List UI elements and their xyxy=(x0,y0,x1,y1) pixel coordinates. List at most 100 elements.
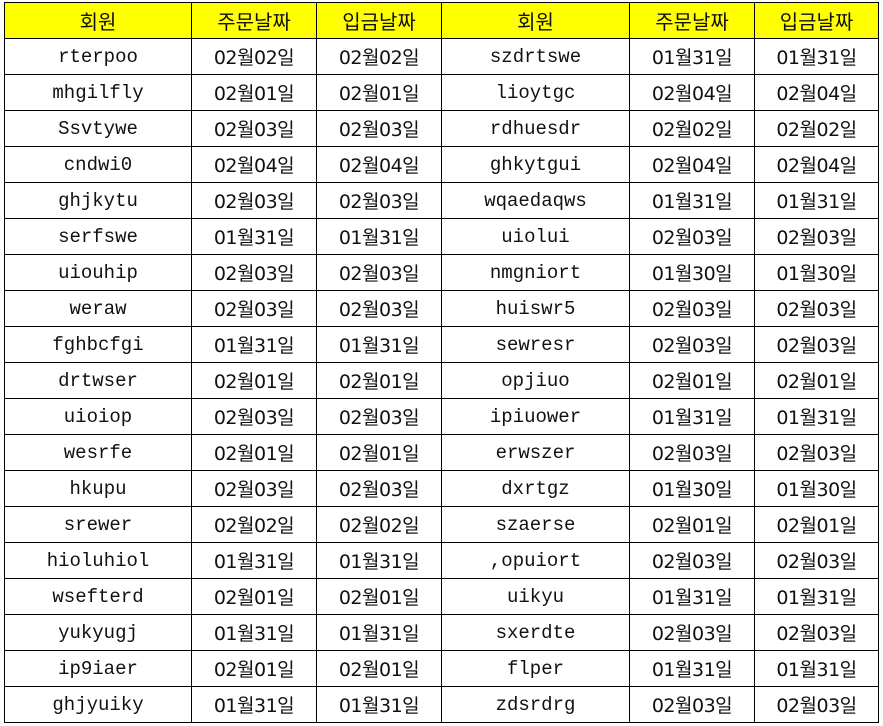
cell-payment-date[interactable]: 01월31일 xyxy=(754,398,879,435)
cell-order-date[interactable]: 01월30일 xyxy=(629,254,755,291)
cell-order-date[interactable]: 01월31일 xyxy=(629,650,755,687)
cell-order-date[interactable]: 01월30일 xyxy=(629,470,755,507)
cell-order-date[interactable]: 01월31일 xyxy=(629,38,755,75)
cell-member[interactable]: ipiuower xyxy=(441,398,630,435)
cell-member[interactable]: rterpoo xyxy=(4,38,192,75)
cell-payment-date[interactable]: 01월31일 xyxy=(316,614,442,651)
cell-member[interactable]: zdsrdrg xyxy=(441,686,630,723)
cell-order-date[interactable]: 01월31일 xyxy=(191,686,317,723)
cell-member[interactable]: opjiuo xyxy=(441,362,630,399)
cell-payment-date[interactable]: 01월31일 xyxy=(754,182,879,219)
cell-order-date[interactable]: 02월03일 xyxy=(191,398,317,435)
cell-member[interactable]: ghkytgui xyxy=(441,146,630,183)
cell-payment-date[interactable]: 02월03일 xyxy=(316,110,442,147)
cell-order-date[interactable]: 02월01일 xyxy=(629,362,755,399)
cell-order-date[interactable]: 02월04일 xyxy=(629,146,755,183)
cell-order-date[interactable]: 01월31일 xyxy=(629,182,755,219)
cell-order-date[interactable]: 02월02일 xyxy=(191,38,317,75)
cell-member[interactable]: drtwser xyxy=(4,362,192,399)
column-header-order-date[interactable]: 주문날짜 xyxy=(191,2,317,39)
cell-member[interactable]: ,opuiort xyxy=(441,542,630,579)
cell-member[interactable]: dxrtgz xyxy=(441,470,630,507)
cell-order-date[interactable]: 02월01일 xyxy=(629,506,755,543)
column-header-member[interactable]: 회원 xyxy=(4,2,192,39)
cell-order-date[interactable]: 01월31일 xyxy=(629,578,755,615)
cell-order-date[interactable]: 02월04일 xyxy=(629,74,755,111)
cell-payment-date[interactable]: 01월31일 xyxy=(754,578,879,615)
cell-member[interactable]: ghjkytu xyxy=(4,182,192,219)
cell-payment-date[interactable]: 02월02일 xyxy=(316,38,442,75)
cell-order-date[interactable]: 02월03일 xyxy=(629,326,755,363)
column-header-payment-date[interactable]: 입금날짜 xyxy=(754,2,879,39)
cell-member[interactable]: Ssvtywe xyxy=(4,110,192,147)
cell-payment-date[interactable]: 02월02일 xyxy=(316,506,442,543)
cell-member[interactable]: fghbcfgi xyxy=(4,326,192,363)
cell-payment-date[interactable]: 02월03일 xyxy=(754,326,879,363)
cell-member[interactable]: uiolui xyxy=(441,218,630,255)
cell-order-date[interactable]: 02월03일 xyxy=(629,686,755,723)
cell-payment-date[interactable]: 02월03일 xyxy=(754,542,879,579)
cell-payment-date[interactable]: 02월03일 xyxy=(754,686,879,723)
cell-order-date[interactable]: 02월03일 xyxy=(629,218,755,255)
cell-payment-date[interactable]: 01월31일 xyxy=(754,650,879,687)
cell-member[interactable]: uikyu xyxy=(441,578,630,615)
cell-payment-date[interactable]: 02월03일 xyxy=(754,614,879,651)
cell-order-date[interactable]: 02월03일 xyxy=(629,614,755,651)
cell-order-date[interactable]: 01월31일 xyxy=(191,614,317,651)
cell-member[interactable]: erwszer xyxy=(441,434,630,471)
column-header-member[interactable]: 회원 xyxy=(441,2,630,39)
cell-payment-date[interactable]: 01월31일 xyxy=(316,686,442,723)
cell-member[interactable]: weraw xyxy=(4,290,192,327)
cell-payment-date[interactable]: 01월31일 xyxy=(316,542,442,579)
cell-payment-date[interactable]: 02월03일 xyxy=(316,182,442,219)
cell-member[interactable]: uioiop xyxy=(4,398,192,435)
cell-member[interactable]: wesrfe xyxy=(4,434,192,471)
cell-order-date[interactable]: 02월03일 xyxy=(629,434,755,471)
cell-order-date[interactable]: 02월03일 xyxy=(191,182,317,219)
cell-member[interactable]: mhgilfly xyxy=(4,74,192,111)
cell-payment-date[interactable]: 02월04일 xyxy=(316,146,442,183)
cell-order-date[interactable]: 02월04일 xyxy=(191,146,317,183)
cell-member[interactable]: huiswr5 xyxy=(441,290,630,327)
cell-member[interactable]: nmgniort xyxy=(441,254,630,291)
cell-payment-date[interactable]: 01월30일 xyxy=(754,470,879,507)
cell-payment-date[interactable]: 01월30일 xyxy=(754,254,879,291)
cell-payment-date[interactable]: 02월04일 xyxy=(754,146,879,183)
cell-payment-date[interactable]: 02월01일 xyxy=(316,434,442,471)
cell-order-date[interactable]: 02월03일 xyxy=(191,470,317,507)
cell-order-date[interactable]: 02월01일 xyxy=(191,434,317,471)
cell-payment-date[interactable]: 02월03일 xyxy=(754,290,879,327)
cell-payment-date[interactable]: 02월03일 xyxy=(754,434,879,471)
cell-order-date[interactable]: 01월31일 xyxy=(629,398,755,435)
cell-order-date[interactable]: 02월03일 xyxy=(191,254,317,291)
cell-order-date[interactable]: 02월03일 xyxy=(191,290,317,327)
cell-order-date[interactable]: 02월03일 xyxy=(629,542,755,579)
cell-order-date[interactable]: 02월01일 xyxy=(191,74,317,111)
cell-member[interactable]: cndwi0 xyxy=(4,146,192,183)
cell-member[interactable]: wqaedaqws xyxy=(441,182,630,219)
cell-member[interactable]: sewresr xyxy=(441,326,630,363)
cell-member[interactable]: srewer xyxy=(4,506,192,543)
cell-order-date[interactable]: 02월02일 xyxy=(191,506,317,543)
cell-payment-date[interactable]: 02월03일 xyxy=(316,254,442,291)
cell-payment-date[interactable]: 02월01일 xyxy=(316,362,442,399)
cell-order-date[interactable]: 01월31일 xyxy=(191,542,317,579)
cell-member[interactable]: sxerdte xyxy=(441,614,630,651)
cell-order-date[interactable]: 02월01일 xyxy=(191,362,317,399)
cell-member[interactable]: wsefterd xyxy=(4,578,192,615)
cell-payment-date[interactable]: 02월04일 xyxy=(754,74,879,111)
cell-order-date[interactable]: 01월31일 xyxy=(191,218,317,255)
cell-order-date[interactable]: 02월02일 xyxy=(629,110,755,147)
cell-member[interactable]: hkupu xyxy=(4,470,192,507)
cell-member[interactable]: hioluhiol xyxy=(4,542,192,579)
cell-member[interactable]: rdhuesdr xyxy=(441,110,630,147)
cell-payment-date[interactable]: 02월01일 xyxy=(754,362,879,399)
column-header-payment-date[interactable]: 입금날짜 xyxy=(316,2,442,39)
cell-order-date[interactable]: 01월31일 xyxy=(191,326,317,363)
cell-payment-date[interactable]: 01월31일 xyxy=(316,218,442,255)
cell-order-date[interactable]: 02월01일 xyxy=(191,578,317,615)
cell-member[interactable]: ip9iaer xyxy=(4,650,192,687)
cell-payment-date[interactable]: 02월01일 xyxy=(316,650,442,687)
cell-payment-date[interactable]: 02월01일 xyxy=(316,578,442,615)
cell-payment-date[interactable]: 02월01일 xyxy=(754,506,879,543)
